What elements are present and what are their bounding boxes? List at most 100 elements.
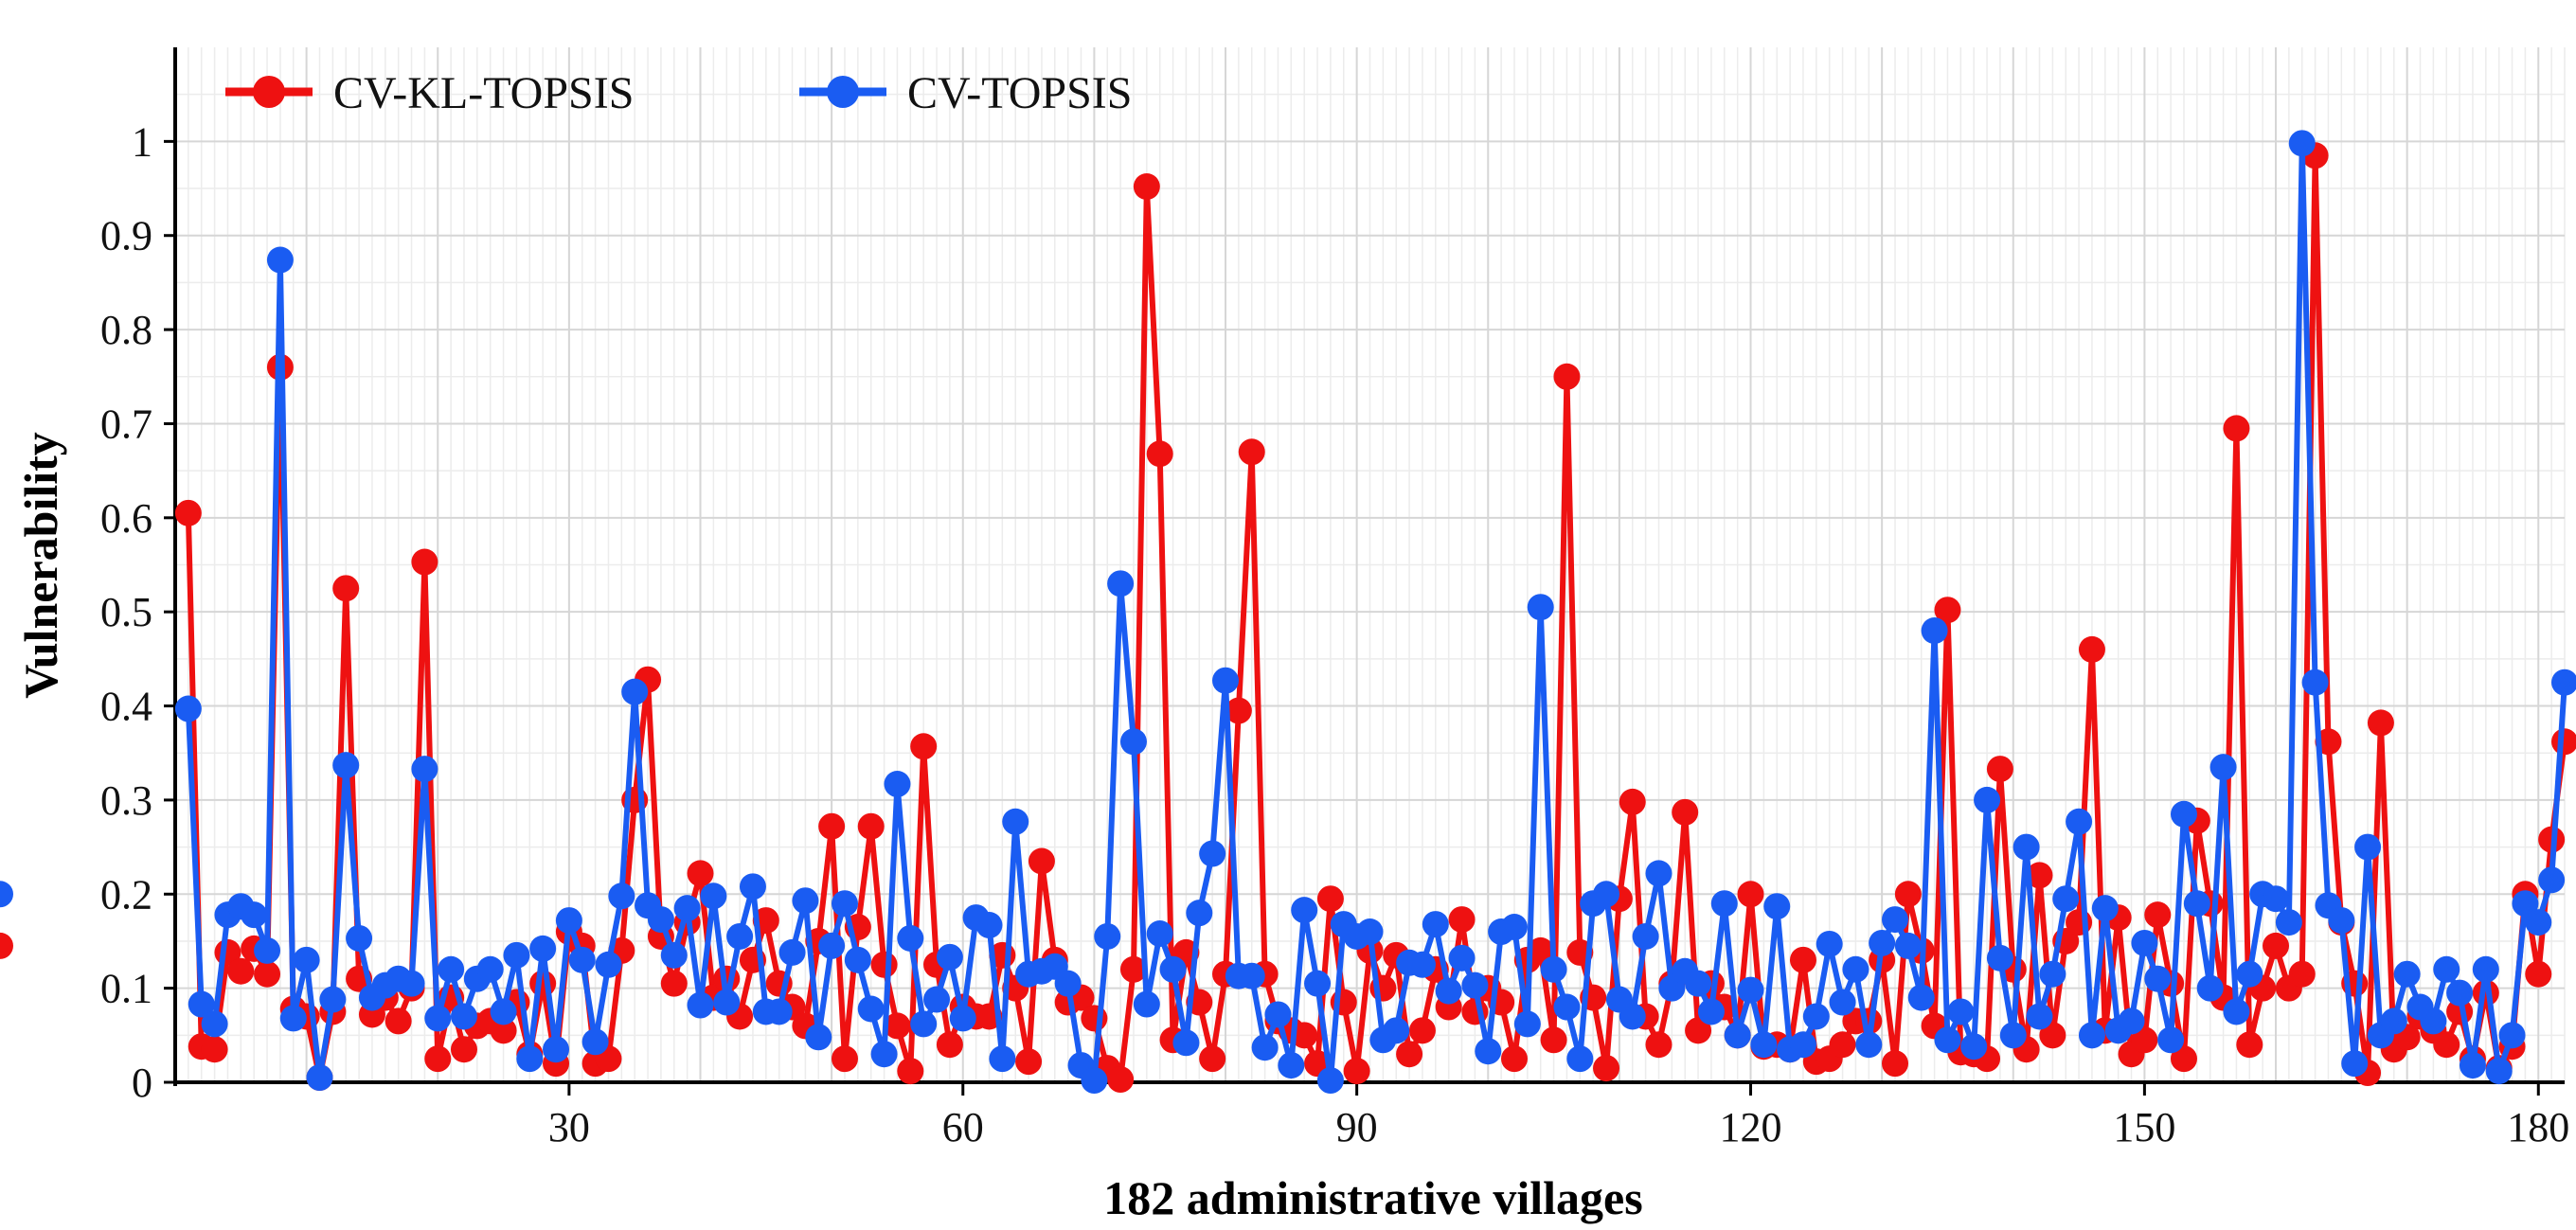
data-point: [1566, 1045, 1594, 1073]
data-point: [0, 881, 13, 908]
data-point: [1408, 951, 1436, 978]
data-point: [1934, 1026, 1961, 1054]
legend-label-cv-topsis: CV-TOPSIS: [907, 68, 1132, 118]
data-point: [174, 499, 202, 526]
y-tick-label: 0.3: [100, 777, 152, 824]
data-point: [529, 935, 557, 962]
data-point: [1829, 1031, 1856, 1059]
data-point: [1343, 1058, 1370, 1085]
data-point: [1540, 955, 1567, 983]
y-tick-label: 0.1: [100, 966, 152, 1012]
data-point: [293, 946, 320, 973]
data-point: [2144, 965, 2172, 992]
data-point: [1383, 1017, 1410, 1044]
data-point: [2354, 833, 2382, 861]
data-point: [1632, 922, 1659, 950]
data-point: [346, 924, 373, 952]
data-point: [2026, 1003, 2053, 1030]
data-point: [1225, 697, 1252, 724]
data-point: [1999, 1022, 2027, 1049]
data-point: [2328, 907, 2355, 935]
data-point: [1422, 911, 1449, 938]
data-point: [831, 1045, 858, 1073]
x-tick-label: 90: [1336, 1104, 1378, 1150]
data-point: [1119, 955, 1147, 983]
data-point: [1816, 930, 1843, 957]
data-point: [2275, 909, 2302, 936]
y-tick-label: 0.5: [100, 589, 152, 635]
data-point: [778, 938, 806, 966]
data-point: [385, 1007, 412, 1035]
data-point: [975, 912, 1003, 939]
data-point: [2341, 1050, 2369, 1078]
x-tick-label: 150: [2113, 1104, 2175, 1150]
data-point: [2039, 960, 2066, 988]
data-point: [1855, 1031, 1883, 1059]
legend-marker-cv-kl-topsis: [253, 76, 285, 108]
data-point: [792, 887, 819, 915]
data-point: [1107, 570, 1135, 597]
data-point: [2512, 890, 2539, 918]
y-tick-label: 0.7: [100, 401, 152, 447]
data-point: [2223, 998, 2250, 1025]
data-point: [2551, 668, 2576, 696]
data-point: [2459, 1052, 2486, 1079]
data-point: [910, 733, 938, 760]
data-point: [647, 906, 674, 934]
data-point: [1028, 847, 1055, 875]
data-point: [2367, 709, 2394, 737]
data-point: [1107, 1066, 1135, 1094]
data-point: [438, 955, 465, 983]
data-point: [1527, 594, 1554, 621]
data-point: [1986, 756, 2013, 783]
data-point: [1921, 617, 1948, 645]
data-point: [2078, 1022, 2105, 1049]
data-point: [1054, 970, 1082, 997]
data-point: [1842, 955, 1869, 983]
y-tick-label: 1: [132, 118, 152, 165]
y-tick-label: 0.8: [100, 307, 152, 353]
data-point: [923, 986, 951, 1013]
data-point: [2183, 890, 2210, 918]
data-point: [1081, 1067, 1108, 1095]
data-point: [1238, 962, 1265, 989]
data-point: [332, 752, 360, 779]
data-point: [1278, 1052, 1305, 1079]
data-point: [1540, 1026, 1567, 1054]
data-point: [2052, 885, 2080, 913]
data-point: [857, 995, 885, 1023]
data-point: [1159, 955, 1187, 983]
data-point: [884, 771, 911, 798]
x-tick-label: 30: [548, 1104, 590, 1150]
data-point: [398, 970, 425, 997]
data-point: [450, 1003, 477, 1030]
data-point: [1685, 970, 1712, 997]
data-point: [989, 1045, 1016, 1073]
data-point: [2263, 932, 2290, 959]
data-point: [1789, 1031, 1816, 1059]
data-point: [1619, 788, 1646, 815]
data-point: [1133, 990, 1160, 1018]
data-point: [1408, 1017, 1436, 1044]
data-point: [279, 1005, 307, 1032]
data-point: [1251, 1034, 1279, 1061]
y-tick-label: 0.6: [100, 495, 152, 542]
data-point: [1619, 1003, 1646, 1030]
data-point: [306, 1064, 333, 1092]
data-point: [1356, 918, 1384, 946]
y-tick-label: 0.9: [100, 213, 152, 259]
data-point: [201, 1010, 228, 1038]
data-point: [1672, 798, 1699, 826]
data-point: [1882, 1050, 1909, 1078]
x-tick-label: 120: [1720, 1104, 1782, 1150]
data-point: [1500, 1045, 1528, 1073]
data-point: [1316, 1067, 1344, 1095]
data-point: [2236, 960, 2263, 988]
data-point: [621, 678, 649, 705]
data-point: [2538, 866, 2566, 894]
data-point: [241, 901, 268, 929]
data-point: [818, 932, 846, 959]
data-point: [2236, 1031, 2263, 1059]
data-point: [2131, 1026, 2158, 1054]
